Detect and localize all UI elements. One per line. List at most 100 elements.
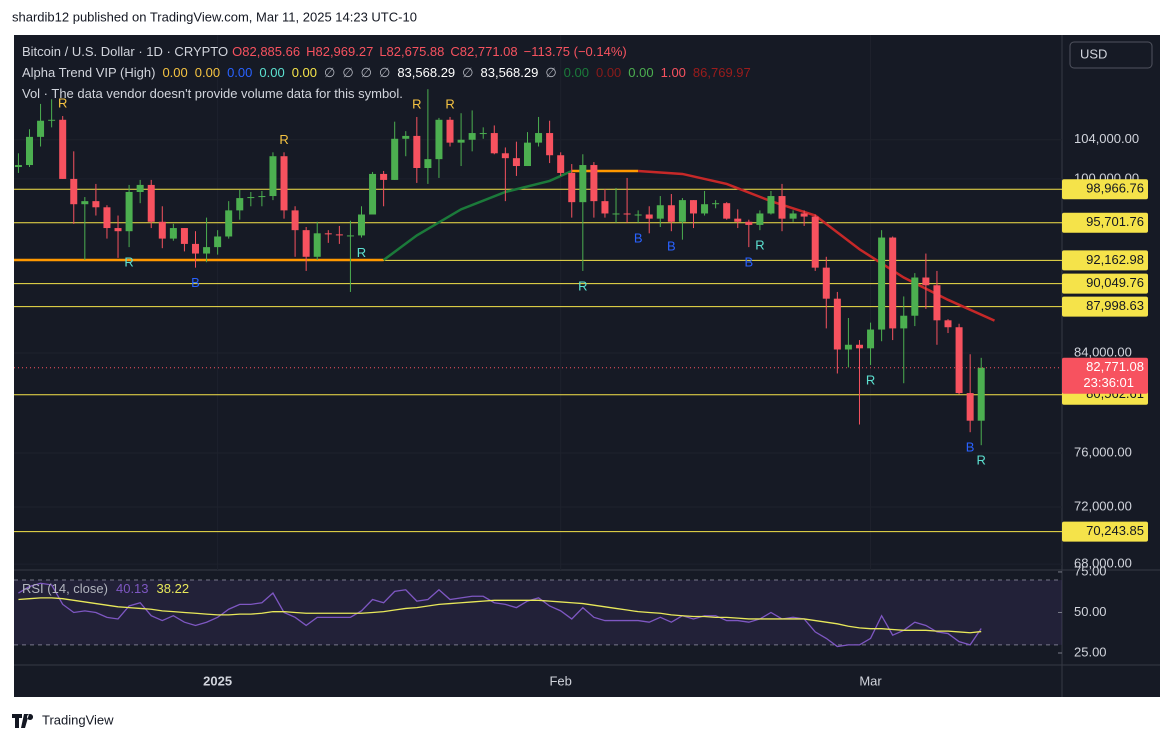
- legend-item: 83,568.29: [397, 65, 455, 80]
- legend-item: 0.00: [195, 65, 220, 80]
- legend-item: H82,969.27: [306, 44, 373, 59]
- signal-label: R: [977, 453, 986, 468]
- candle-body: [911, 277, 919, 316]
- y-tick-label: 84,000.00: [1074, 344, 1132, 359]
- legend-row: RSI (14, close) 40.13 38.22: [22, 581, 189, 596]
- candle-body: [479, 133, 487, 135]
- candle-body: [14, 165, 22, 168]
- chart-background: [14, 35, 1160, 697]
- candle-body: [70, 178, 78, 205]
- candle-body: [468, 133, 476, 140]
- countdown-label: 23:36:01: [1083, 375, 1134, 390]
- candle-body: [103, 207, 111, 229]
- candle-body: [933, 285, 941, 321]
- candle-body: [612, 213, 620, 215]
- candle-body: [512, 158, 520, 167]
- candle-body: [81, 201, 89, 205]
- candle-body: [855, 344, 863, 349]
- x-tick-label: 2025: [203, 673, 232, 688]
- legend-item: ∅: [361, 65, 372, 80]
- candle-body: [678, 200, 686, 222]
- rsi-tick-label: 50.00: [1074, 604, 1107, 619]
- candle-body: [413, 135, 421, 168]
- candle-body: [37, 120, 45, 137]
- candle-body: [59, 119, 67, 179]
- legend-item: Vol · The data vendor doesn't provide vo…: [22, 86, 403, 101]
- candle-body: [878, 237, 886, 330]
- signal-label: B: [667, 239, 676, 254]
- candle-body: [822, 267, 830, 299]
- candle-body: [590, 165, 598, 202]
- candle-body: [833, 298, 841, 350]
- legend-item: 1.00: [661, 65, 686, 80]
- legend-item: Alpha Trend VIP (High): [22, 65, 155, 80]
- signal-label: R: [866, 372, 875, 387]
- level-label-box: [1062, 296, 1148, 317]
- candle-body: [778, 196, 786, 219]
- candle-body: [125, 191, 133, 232]
- legend-item: ∅: [324, 65, 335, 80]
- currency-button[interactable]: [1069, 41, 1153, 69]
- candle-body: [92, 201, 100, 208]
- legend-item: C82,771.08: [450, 44, 517, 59]
- level-label: 87,998.63: [1086, 298, 1144, 313]
- candle-body: [501, 153, 509, 159]
- signal-label: R: [445, 96, 454, 111]
- signal-label: R: [357, 245, 366, 260]
- candle-body: [745, 221, 753, 225]
- candle-body: [380, 173, 388, 180]
- candle-body: [313, 233, 321, 257]
- candle-body: [767, 196, 775, 214]
- signal-label: B: [634, 230, 643, 245]
- candle-body: [258, 196, 266, 198]
- signal-label: R: [58, 95, 67, 110]
- signal-label: B: [191, 275, 200, 290]
- legend-item: 38.22: [157, 581, 190, 596]
- legend-item: ∅: [342, 65, 353, 80]
- footer-brand: TradingView: [42, 712, 114, 727]
- level-label-box: [1062, 212, 1148, 233]
- legend-row: Alpha Trend VIP (High) 0.00 0.00 0.00 0.00 0.…: [22, 65, 751, 80]
- legend-item: 40.13: [116, 581, 149, 596]
- candle-body: [568, 172, 576, 203]
- candle-body: [236, 198, 244, 211]
- legend-item: 0.00: [227, 65, 252, 80]
- candle-body: [656, 205, 664, 219]
- candle-body: [214, 236, 222, 248]
- legend-item: 83,568.29: [481, 65, 539, 80]
- x-tick-label: Feb: [549, 673, 571, 688]
- candle-body: [147, 184, 155, 222]
- candle-body: [701, 204, 709, 214]
- candle-body: [269, 156, 277, 197]
- candle-body: [601, 201, 609, 214]
- candle-body: [689, 200, 697, 214]
- candle-body: [169, 228, 177, 239]
- level-label-box: [1062, 250, 1148, 271]
- legend-item: 0.00: [259, 65, 284, 80]
- candle-body: [944, 320, 952, 328]
- candle-body: [734, 218, 742, 222]
- level-label: 90,049.76: [1086, 275, 1144, 290]
- candle-body: [369, 173, 377, 215]
- last-price-label: 82,771.08: [1086, 359, 1144, 374]
- candle-body: [335, 234, 343, 236]
- signal-label: B: [744, 255, 753, 270]
- legend-item: ∅: [379, 65, 390, 80]
- candle-body: [645, 214, 653, 219]
- candle-body: [756, 213, 764, 225]
- candle-body: [623, 213, 631, 215]
- candle-body: [667, 205, 675, 222]
- header: shardib12 published on TradingView.com, …: [12, 9, 417, 24]
- candle-body: [922, 277, 930, 286]
- candle-body: [402, 135, 410, 139]
- candle-body: [712, 203, 720, 205]
- signal-label: R: [124, 255, 133, 270]
- legend-row: Vol · The data vendor doesn't provide vo…: [22, 86, 403, 101]
- legend-item: −113.75 (−0.14%): [524, 44, 627, 59]
- legend-item: ∅: [545, 65, 556, 80]
- level-label: 95,701.76: [1086, 214, 1144, 229]
- candle-body: [424, 159, 432, 168]
- rsi-tick-label: 25.00: [1074, 644, 1107, 659]
- candle-body: [446, 119, 454, 143]
